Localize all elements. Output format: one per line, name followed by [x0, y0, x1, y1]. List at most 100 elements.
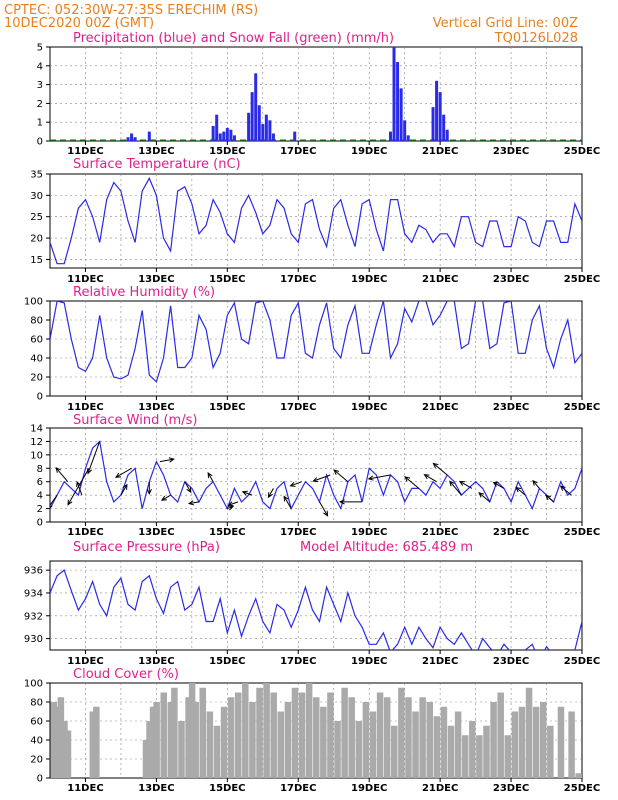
cloud-bar [557, 706, 565, 778]
series-line [50, 440, 582, 511]
precip-bar [218, 133, 222, 141]
cloud-bar [525, 687, 533, 778]
precip-bar [271, 133, 275, 141]
wind-arrow-head [289, 481, 296, 487]
y-tick-label: 14 [30, 424, 43, 435]
x-tick-label: 25DEC [564, 656, 600, 667]
y-tick-label: 930 [24, 634, 43, 645]
wind-arrow-shaft [404, 476, 420, 489]
wind-arrow-shaft [115, 467, 132, 478]
cloud-bar [249, 702, 256, 778]
y-tick-label: 936 [24, 566, 43, 577]
wind-arrow-head [458, 480, 465, 486]
panel-marks [50, 440, 582, 517]
wind-arrow-head [122, 483, 128, 490]
x-tick-label: 23DEC [493, 402, 529, 413]
y-tick-label: 5 [37, 43, 43, 54]
wind-arrow-head [160, 495, 167, 501]
x-tick-label: 17DEC [280, 146, 316, 157]
wind-arrow-head [87, 468, 92, 475]
cloud-bar [242, 683, 249, 778]
cloud-bar [61, 721, 68, 778]
wind-arrow-shaft [545, 495, 554, 503]
wind-arrow [87, 441, 101, 475]
wind-arrow-head [283, 495, 289, 502]
wind-arrow-head [241, 490, 248, 496]
cloud-bar [327, 692, 334, 778]
panel-marks [50, 47, 582, 141]
x-tick-label: 23DEC [493, 527, 529, 538]
x-tick-label: 11DEC [67, 527, 103, 538]
precip-bar [438, 92, 442, 141]
x-tick-label: 17DEC [280, 274, 316, 285]
wind-arrow-shaft [333, 469, 349, 483]
wind-arrow [458, 480, 473, 489]
wind-arrow-shaft [50, 494, 58, 507]
y-tick-label: 100 [24, 679, 43, 690]
cloud-bar [50, 702, 58, 778]
precip-bar [133, 137, 137, 141]
y-tick-label: 932 [24, 611, 43, 622]
cloud-bar [153, 702, 160, 778]
panel-2: 15 20 25 30 35 11DEC 13DEC 15DEC 17DEC 19DEC 21DEC… [30, 157, 600, 285]
x-tick-label: 19DEC [351, 274, 387, 285]
panel-title: Surface Wind (m/s) [73, 413, 197, 428]
panel-title: Cloud Cover (%) [73, 667, 179, 682]
x-tick-label: 19DEC [351, 527, 387, 538]
wind-arrow [559, 485, 572, 496]
wind-arrow-head [186, 487, 192, 494]
wind-arrow-shaft [228, 501, 239, 506]
x-tick-label: 13DEC [138, 656, 174, 667]
x-tick-label: 11DEC [67, 783, 103, 794]
wind-arrow [283, 495, 292, 509]
wind-arrow-shaft [433, 463, 448, 476]
cloud-bar [284, 702, 292, 778]
wind-arrow-head [432, 462, 439, 469]
precip-bar [130, 133, 134, 141]
precip-bar [254, 73, 258, 141]
precip-bar [264, 114, 268, 141]
x-tick-label: 13DEC [138, 527, 174, 538]
cloud-bar [313, 697, 320, 778]
y-tick-label: 10 [30, 450, 43, 461]
cloud-bar [490, 702, 497, 778]
wind-arrow-head [367, 475, 374, 481]
series-line [50, 301, 582, 383]
wind-arrow-shaft [159, 458, 174, 463]
panel-frame [49, 427, 583, 523]
wind-arrow-head [55, 467, 61, 473]
precip-bar [222, 131, 226, 141]
wind-arrow-head [227, 501, 234, 507]
cloud-bar [575, 773, 582, 778]
wind-arrow-shaft [424, 474, 437, 483]
wind-arrow [432, 462, 448, 476]
wind-arrow [146, 481, 152, 495]
panel-annotation: Model Altitude: 685.489 m [300, 540, 473, 555]
x-tick-label: 15DEC [209, 527, 245, 538]
wind-arrow-head [478, 492, 485, 498]
cloud-bar [355, 721, 363, 778]
wind-arrow [333, 469, 349, 483]
cloud-bar [461, 735, 469, 778]
x-tick-label: 23DEC [493, 656, 529, 667]
wind-arrow [492, 481, 505, 489]
wind-arrow-shaft [207, 472, 214, 482]
panel-marks [50, 683, 582, 778]
wind-arrow-shaft [493, 481, 505, 489]
cloud-bar [376, 692, 384, 778]
cloud-bar [54, 706, 61, 778]
cloud-bar [383, 697, 391, 778]
y-tick-label: 60 [30, 335, 43, 346]
panel-marks [50, 301, 582, 383]
cloud-bar [518, 706, 526, 778]
precip-bar [392, 47, 396, 141]
x-tick-label: 17DEC [280, 656, 316, 667]
x-tick-label: 23DEC [493, 783, 529, 794]
cloud-bar [256, 687, 263, 778]
series-line [50, 176, 582, 265]
cloud-bar [192, 702, 199, 778]
x-tick-label: 11DEC [67, 656, 103, 667]
y-tick-label: 2 [37, 99, 43, 110]
precip-bar [232, 135, 236, 141]
